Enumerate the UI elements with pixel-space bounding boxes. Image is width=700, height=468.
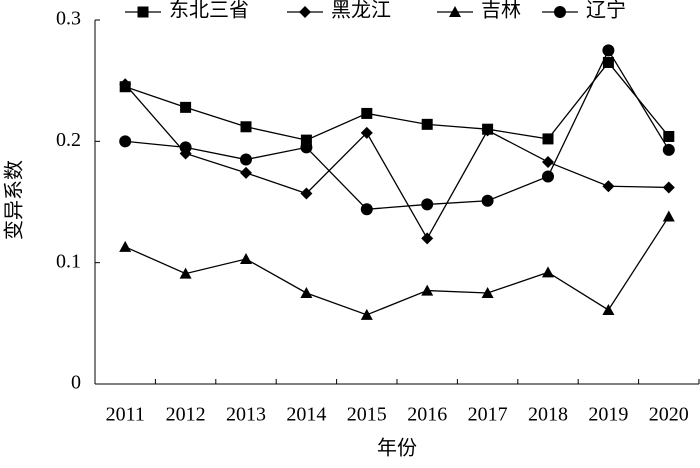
data-point <box>542 133 554 145</box>
data-point <box>542 170 554 183</box>
data-point <box>180 101 192 113</box>
series-line <box>125 48 670 210</box>
data-point <box>240 153 252 166</box>
x-tick-label: 2012 <box>166 404 206 426</box>
data-point <box>481 194 494 207</box>
x-tick-label: 2020 <box>649 404 689 426</box>
y-tick-label: 0.1 <box>56 250 81 272</box>
data-point <box>421 118 433 130</box>
x-axis-label: 年份 <box>377 437 417 460</box>
legend-label: 辽宁 <box>586 0 626 22</box>
x-tick-label: 2017 <box>468 404 508 426</box>
data-point <box>421 284 434 296</box>
data-point <box>602 56 614 68</box>
data-point <box>119 78 132 91</box>
y-tick-label: 0 <box>71 372 81 394</box>
x-tick-label: 2011 <box>106 404 145 426</box>
x-tick-label: 2019 <box>588 404 628 426</box>
data-point <box>662 143 675 156</box>
data-point <box>663 130 675 142</box>
data-point <box>662 181 675 194</box>
legend-marker <box>299 6 311 18</box>
data-point <box>662 210 675 222</box>
x-tick-label: 2016 <box>407 404 447 426</box>
data-point <box>360 203 373 216</box>
x-tick-label: 2018 <box>528 404 568 426</box>
legend-marker <box>554 6 566 18</box>
data-point <box>300 141 313 154</box>
data-point <box>602 180 615 193</box>
y-tick-label: 0.3 <box>56 8 81 30</box>
data-point <box>361 107 373 119</box>
data-point <box>481 124 494 137</box>
data-point <box>119 135 132 148</box>
legend-marker <box>449 6 461 17</box>
series-line <box>124 61 670 141</box>
data-point <box>602 44 615 57</box>
data-point <box>360 126 373 139</box>
data-point <box>481 287 494 298</box>
data-point <box>240 166 252 179</box>
data-point <box>542 266 554 278</box>
data-point <box>300 187 313 200</box>
x-tick-label: 2014 <box>286 404 326 426</box>
x-tick-label: 2013 <box>226 404 266 426</box>
data-point <box>421 198 434 211</box>
data-point <box>240 253 252 265</box>
legend-label: 东北三省 <box>169 0 249 22</box>
data-point <box>300 287 313 298</box>
data-point <box>179 267 192 279</box>
y-tick-label: 0.2 <box>56 129 81 151</box>
series-line <box>124 216 670 316</box>
data-point <box>421 232 434 245</box>
legend-marker <box>137 6 149 18</box>
data-point <box>300 134 312 146</box>
data-point <box>602 303 615 315</box>
y-axis-label: 变异系数 <box>3 160 26 240</box>
legend-label: 吉林 <box>481 0 521 22</box>
data-point <box>240 121 252 133</box>
series-line <box>124 83 669 240</box>
data-point <box>179 141 192 154</box>
data-point <box>360 308 373 320</box>
data-point <box>542 155 554 168</box>
x-tick-label: 2015 <box>347 404 387 426</box>
data-point <box>119 240 132 252</box>
legend-label: 黑龙江 <box>331 0 391 22</box>
